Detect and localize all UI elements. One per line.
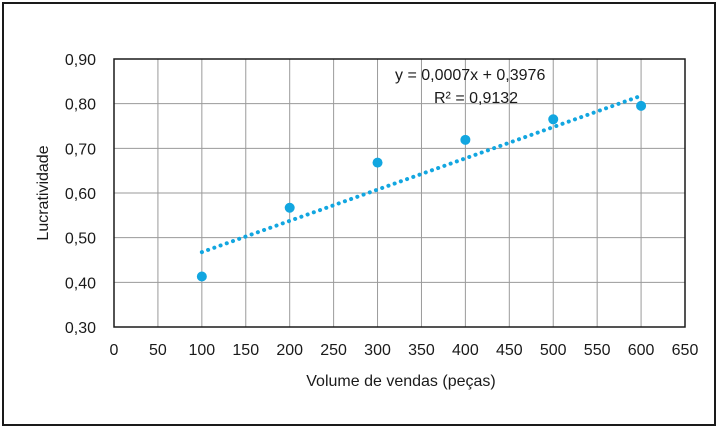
data-point bbox=[196, 271, 207, 282]
y-axis-label: Lucratividade bbox=[35, 145, 52, 240]
x-tick-label: 450 bbox=[496, 342, 523, 359]
y-tick-label: 0,40 bbox=[65, 275, 96, 292]
x-tick-label: 350 bbox=[408, 342, 435, 359]
x-tick-label: 0 bbox=[110, 342, 119, 359]
grid bbox=[113, 58, 686, 328]
data-point bbox=[460, 134, 471, 145]
y-tick-label: 0,50 bbox=[65, 231, 96, 248]
y-tick-label: 0,30 bbox=[65, 320, 96, 337]
trendline-equation: y = 0,0007x + 0,3976 bbox=[395, 67, 545, 84]
data-point bbox=[636, 100, 647, 111]
data-point bbox=[284, 202, 295, 213]
x-tick-label: 100 bbox=[188, 342, 215, 359]
x-tick-label: 650 bbox=[672, 342, 699, 359]
x-tick-label: 500 bbox=[540, 342, 567, 359]
x-tick-label: 250 bbox=[320, 342, 347, 359]
x-tick-label: 150 bbox=[232, 342, 259, 359]
x-tick-label: 600 bbox=[628, 342, 655, 359]
x-tick-label: 50 bbox=[149, 342, 167, 359]
y-tick-label: 0,70 bbox=[65, 141, 96, 158]
r-squared-label: R² = 0,9132 bbox=[434, 90, 518, 107]
x-axis-ticks: 0 50 100 150 200 250 300 350 400 450 500 550 600 650 bbox=[110, 342, 699, 359]
data-point bbox=[372, 157, 383, 168]
y-tick-label: 0,90 bbox=[65, 52, 96, 69]
y-axis-ticks: 0,30 0,40 0,50 0,60 0,70 0,80 0,90 bbox=[65, 52, 96, 337]
x-tick-label: 550 bbox=[584, 342, 611, 359]
x-tick-label: 300 bbox=[364, 342, 391, 359]
data-points bbox=[196, 100, 647, 282]
y-tick-label: 0,80 bbox=[65, 97, 96, 114]
plot-area bbox=[113, 58, 686, 328]
y-tick-label: 0,60 bbox=[65, 186, 96, 203]
data-point bbox=[548, 114, 559, 125]
x-axis-label: Volume de vendas (peças) bbox=[306, 373, 495, 390]
x-tick-label: 200 bbox=[276, 342, 303, 359]
x-tick-label: 400 bbox=[452, 342, 479, 359]
trendline bbox=[199, 93, 644, 255]
